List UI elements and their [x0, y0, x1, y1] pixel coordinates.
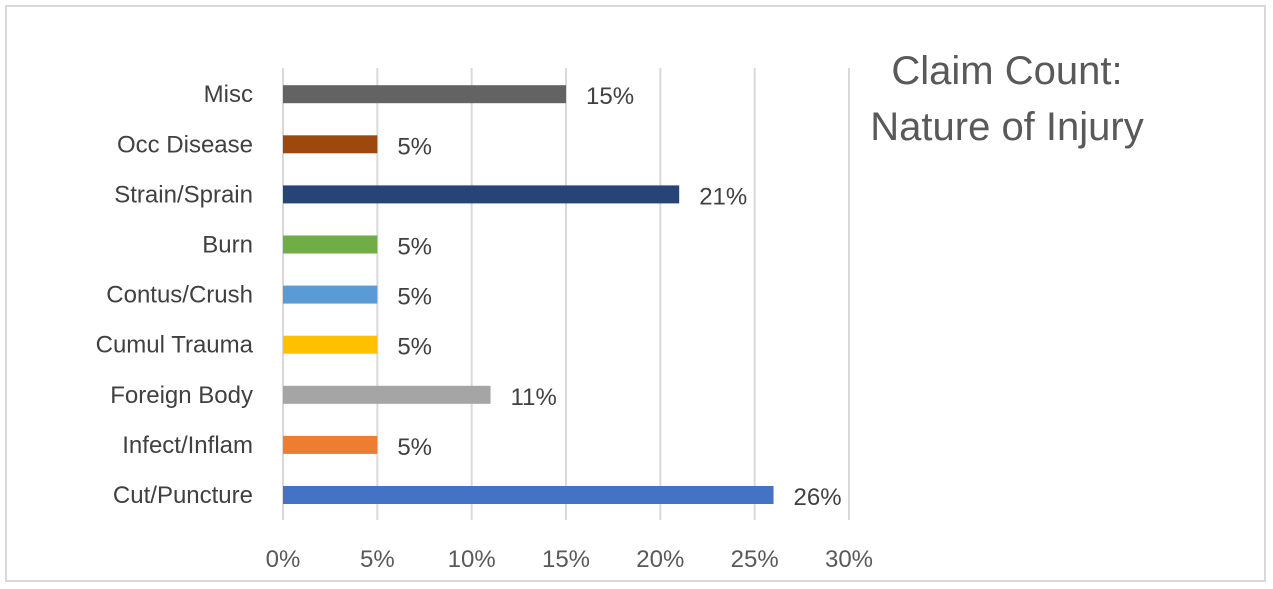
bar-contus-crush — [283, 285, 378, 304]
category-label: Misc — [204, 81, 253, 108]
bar-burn — [283, 235, 378, 254]
data-label: 5% — [397, 133, 432, 160]
category-label: Contus/Crush — [106, 282, 253, 309]
bar-foreign-body — [283, 385, 491, 404]
x-tick-label: 30% — [825, 546, 873, 573]
x-tick-label: 5% — [360, 546, 395, 573]
data-label: 5% — [397, 434, 432, 461]
data-label: 5% — [397, 284, 432, 311]
data-label: 5% — [397, 234, 432, 261]
x-tick-label: 10% — [448, 546, 496, 573]
x-tick-label: 20% — [636, 546, 684, 573]
bar-cut-puncture — [283, 486, 774, 504]
chart-frame — [5, 5, 1266, 582]
x-tick-label: 0% — [266, 546, 301, 573]
category-label: Cumul Trauma — [96, 332, 254, 359]
category-label: Burn — [202, 232, 253, 259]
x-tick-label: 25% — [731, 546, 779, 573]
data-label: 26% — [794, 484, 842, 511]
category-label: Foreign Body — [110, 382, 253, 409]
x-tick-label: 15% — [542, 546, 590, 573]
bar-cumul-trauma — [283, 335, 378, 354]
labels: 0% 5% 10% 15% 20% 25% 30% Cut/Puncture 26% Infect… — [96, 81, 873, 573]
data-label: 5% — [397, 334, 432, 361]
bar-strain-sprain — [283, 185, 680, 204]
bar-infect-inflam — [283, 435, 378, 454]
data-label: 21% — [699, 183, 747, 210]
category-label: Strain/Sprain — [114, 181, 253, 208]
data-label: 15% — [586, 83, 634, 110]
data-label: 11% — [511, 384, 557, 411]
bar-occ-disease — [283, 135, 378, 154]
bar-misc — [283, 85, 566, 104]
category-label: Infect/Inflam — [122, 432, 253, 459]
bars — [283, 85, 774, 504]
category-label: Cut/Puncture — [113, 482, 253, 509]
chart-title-line-2: Nature of Injury — [870, 105, 1144, 149]
category-label: Occ Disease — [117, 131, 253, 158]
chart-title-line-1: Claim Count: — [891, 49, 1123, 93]
